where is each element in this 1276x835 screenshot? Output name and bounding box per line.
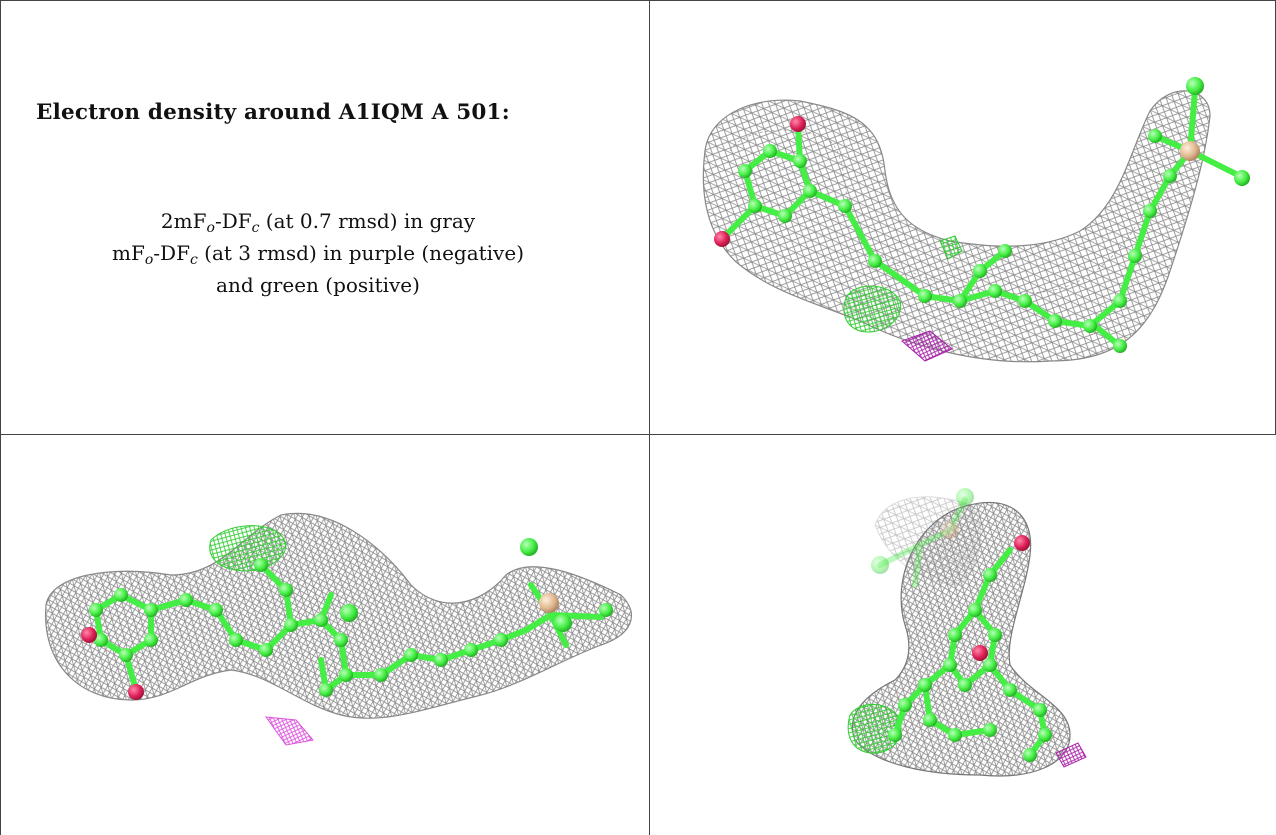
legend-text: (at 3 rmsd) in purple (negative) [197, 241, 524, 265]
legend-text: 2mF [160, 209, 207, 233]
oxygen-atom [1014, 535, 1030, 551]
map-legend: 2mFo-DFc (at 0.7 rmsd) in gray mFo-DFc (… [18, 205, 618, 301]
oxygen-atom [714, 231, 730, 247]
carbon-atoms [888, 568, 1052, 762]
legend-line-colors: and green (positive) [216, 273, 420, 297]
legend-subscript: o [206, 220, 215, 236]
oxygen-atom [972, 645, 988, 661]
green-positive-blob [209, 525, 287, 572]
silicon-atom [539, 593, 559, 613]
density-image-1 [702, 77, 1250, 363]
green-positive-blob [843, 285, 902, 333]
oxygen-atom [790, 116, 806, 132]
density-image-2 [45, 512, 632, 746]
legend-text: mF [112, 241, 145, 265]
grid-top [0, 0, 1276, 1]
faded-ligand-bonds [877, 497, 968, 588]
purple-negative-blob [1055, 742, 1087, 768]
purple-negative-blob [901, 330, 953, 362]
legend-line-fofc: mFo-DFc (at 3 rmsd) in purple (negative) [18, 237, 618, 269]
gray-mesh-overlay [729, 129, 1151, 294]
density-image-3 [847, 488, 1087, 777]
legend-line-2fofc: 2mFo-DFc (at 0.7 rmsd) in gray [18, 205, 618, 237]
legend-subscript: o [144, 252, 154, 268]
density-view-1 [650, 1, 1275, 434]
pink-negative-blob [264, 716, 314, 746]
caption-cell: Electron density around A1IQM A 501: 2mF… [18, 8, 649, 435]
carbon-atoms [738, 77, 1250, 353]
legend-text: -DF [153, 241, 190, 265]
gray-mesh-density [702, 90, 1211, 363]
density-view-2 [1, 435, 649, 835]
legend-subscript: c [189, 252, 198, 268]
green-positive-blob [847, 703, 902, 754]
legend-subscript: c [251, 220, 260, 236]
silicon-atom [1180, 141, 1200, 161]
green-positive-small [939, 235, 963, 260]
grid-left [0, 0, 1, 835]
oxygen-atom [81, 627, 97, 643]
legend-text: -DF [214, 209, 252, 233]
grid-horizontal [0, 434, 1276, 435]
density-view-3 [650, 435, 1275, 835]
figure-title: Electron density around A1IQM A 501: [36, 100, 510, 125]
legend-text: (at 0.7 rmsd) in gray [259, 209, 476, 233]
grid-middle-vertical [649, 0, 650, 835]
oxygen-atom [128, 684, 144, 700]
faded-atoms [871, 488, 974, 574]
carbon-atoms [89, 538, 613, 697]
